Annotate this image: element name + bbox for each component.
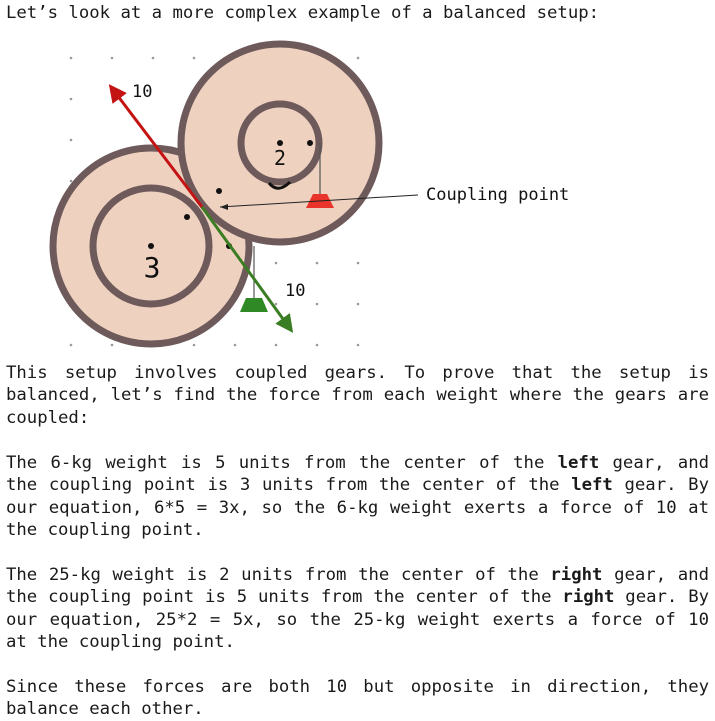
red-force-arrow xyxy=(108,84,204,208)
bold-right: right xyxy=(562,587,615,608)
paragraph-conclusion: Since these forces are both 10 but oppos… xyxy=(6,677,709,720)
coupling-pointer xyxy=(219,194,419,208)
text-span: gear. By our equation, 25*2 = 5x, so the… xyxy=(6,587,709,653)
text-span: The 25-kg weight is 2 units from the cen… xyxy=(6,565,551,585)
gear-diagram: 3 2 10 10 Coupling point xyxy=(0,30,715,360)
paragraph-left-gear: The 6-kg weight is 5 units from the cent… xyxy=(6,452,709,542)
right-gear xyxy=(177,40,383,246)
text-span: gear, and the coupling point is 3 units … xyxy=(6,453,710,496)
bold-right: right xyxy=(550,565,603,585)
force-label-down: 10 xyxy=(285,281,305,301)
force-label-up: 10 xyxy=(132,82,152,102)
paragraph-intro: This setup involves coupled gears. To pr… xyxy=(6,363,709,428)
bold-left: left xyxy=(571,475,613,496)
coupling-point-label: Coupling point xyxy=(426,185,569,205)
bold-left: left xyxy=(557,453,600,473)
text-span: gear. By our equation, 6*5 = 3x, so the … xyxy=(6,475,709,541)
green-weight xyxy=(240,246,268,312)
text-span: The 6-kg weight is 5 units from the cent… xyxy=(6,453,558,473)
intro-text: Let’s look at a more complex example of … xyxy=(6,3,600,23)
text-span: gear, and the coupling point is 5 units … xyxy=(6,565,709,608)
right-gear-label: 2 xyxy=(274,146,286,170)
green-force-arrow xyxy=(200,206,294,333)
paragraph-right-gear: The 25-kg weight is 2 units from the cen… xyxy=(6,564,709,654)
left-gear-label: 3 xyxy=(144,251,161,284)
